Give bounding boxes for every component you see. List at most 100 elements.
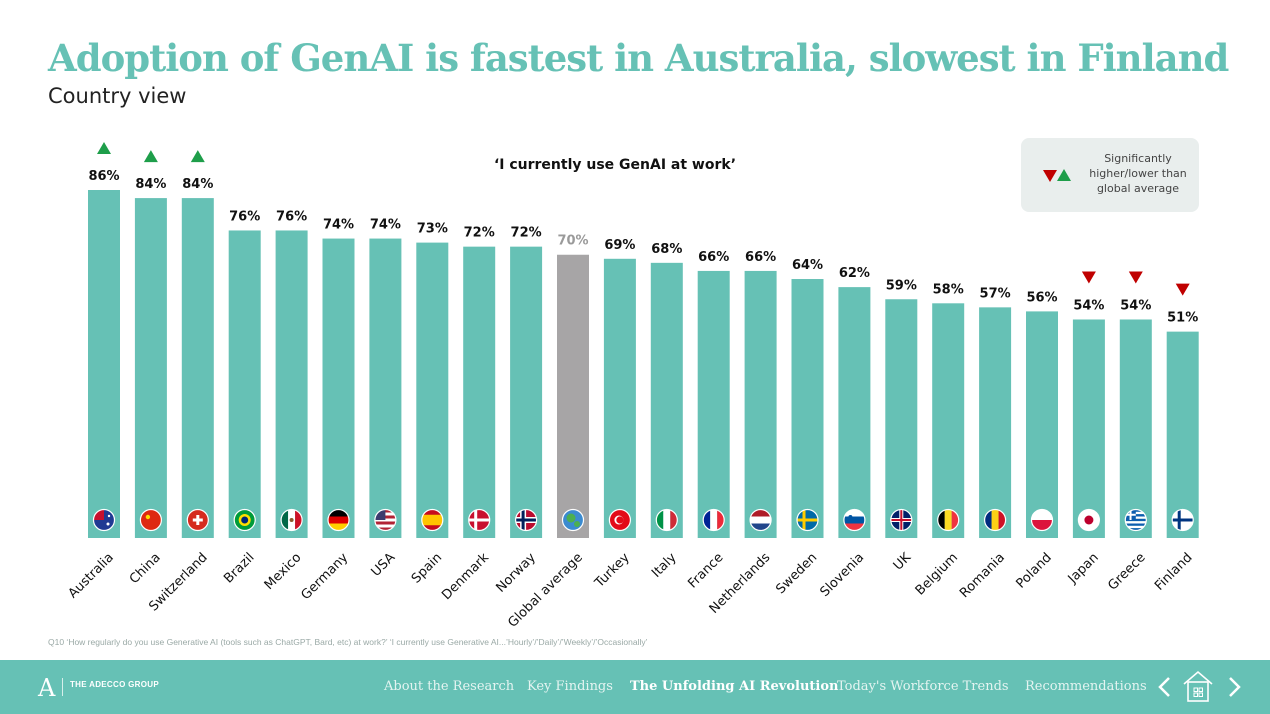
flag-turkey-icon bbox=[608, 508, 632, 532]
bar-switzerland bbox=[181, 198, 214, 538]
value-label-poland: 56% bbox=[1026, 290, 1057, 305]
bar-japan bbox=[1072, 319, 1105, 538]
nav-key-findings[interactable]: Key Findings bbox=[527, 679, 613, 694]
flag-japan-icon bbox=[1077, 508, 1101, 532]
bar-chart: 86%Australia84%China84%Switzerland76%Bra… bbox=[66, 142, 1199, 631]
legend-text: Significantly higher/lower than global a… bbox=[1089, 152, 1187, 195]
bar-romania bbox=[979, 307, 1012, 538]
bar-mexico bbox=[275, 230, 308, 538]
flag-netherlands-icon bbox=[749, 508, 772, 532]
value-label-global-average: 70% bbox=[557, 234, 588, 249]
flag-finland-icon bbox=[1171, 508, 1194, 532]
bar-greece bbox=[1119, 319, 1152, 538]
chevron-right-icon[interactable] bbox=[1223, 674, 1245, 700]
bar-belgium bbox=[932, 303, 965, 538]
flag-belgium-icon bbox=[937, 508, 960, 532]
category-label-turkey: Turkey bbox=[591, 550, 632, 591]
home-icon[interactable] bbox=[1181, 668, 1215, 704]
significance-down-marker-japan bbox=[1081, 271, 1096, 284]
category-label-italy: Italy bbox=[649, 550, 680, 581]
chart-heading: ‘I currently use GenAI at work’ bbox=[493, 157, 737, 173]
bar-australia bbox=[88, 190, 120, 538]
category-label-slovenia: Slovenia bbox=[817, 550, 867, 600]
significance-up-marker-switzerland bbox=[190, 150, 205, 163]
value-label-japan: 54% bbox=[1073, 298, 1104, 313]
flag-germany-icon bbox=[327, 508, 350, 532]
bar-denmark bbox=[463, 246, 496, 538]
bar-sweden bbox=[791, 279, 824, 538]
category-label-romania: Romania bbox=[957, 550, 1008, 601]
value-label-belgium: 58% bbox=[933, 282, 964, 297]
flag-china-icon bbox=[139, 508, 162, 532]
flag-norway-icon bbox=[514, 508, 538, 532]
value-label-france: 66% bbox=[698, 250, 729, 265]
category-label-uk: UK bbox=[891, 550, 915, 574]
value-label-norway: 72% bbox=[511, 226, 542, 241]
value-label-germany: 74% bbox=[323, 218, 354, 233]
flag-usa-icon bbox=[374, 508, 397, 532]
significance-up-marker-china bbox=[143, 150, 158, 163]
value-label-spain: 73% bbox=[417, 222, 448, 237]
category-label-sweden: Sweden bbox=[773, 550, 820, 597]
bar-italy bbox=[650, 262, 683, 538]
page-subtitle: Country view bbox=[48, 84, 187, 108]
chevron-left-icon[interactable] bbox=[1154, 674, 1176, 700]
bar-netherlands bbox=[744, 270, 777, 538]
flag-switzerland-icon bbox=[186, 508, 209, 532]
value-label-netherlands: 66% bbox=[745, 250, 776, 265]
value-label-slovenia: 62% bbox=[839, 266, 870, 281]
value-label-brazil: 76% bbox=[229, 209, 260, 224]
category-label-spain: Spain bbox=[409, 550, 445, 586]
flag-romania-icon bbox=[983, 508, 1007, 532]
nav-recommendations[interactable]: Recommendations bbox=[1025, 679, 1147, 694]
category-label-brazil: Brazil bbox=[221, 550, 257, 586]
logo-text: THE ADECCO GROUP bbox=[70, 680, 159, 689]
bar-france bbox=[697, 270, 730, 538]
nav-unfolding-ai-revolution[interactable]: The Unfolding AI Revolution bbox=[630, 679, 839, 694]
flag-slovenia-icon bbox=[843, 508, 866, 532]
value-label-finland: 51% bbox=[1167, 311, 1198, 326]
page-title: Adoption of GenAI is fastest in Australi… bbox=[48, 36, 1229, 80]
bar-germany bbox=[322, 238, 355, 538]
category-label-poland: Poland bbox=[1014, 550, 1055, 591]
bar-turkey bbox=[603, 258, 636, 538]
flag-spain-icon bbox=[421, 508, 444, 532]
bar-global-average bbox=[557, 254, 589, 538]
value-label-australia: 86% bbox=[88, 169, 119, 184]
significance-legend: Significantly higher/lower than global a… bbox=[1021, 138, 1199, 212]
value-label-china: 84% bbox=[135, 177, 166, 192]
significance-down-marker-finland bbox=[1175, 283, 1190, 296]
value-label-usa: 74% bbox=[370, 218, 401, 233]
flag-greece-icon bbox=[1124, 508, 1147, 532]
flag-sweden-icon bbox=[796, 508, 819, 532]
globe-icon bbox=[561, 508, 585, 532]
bar-norway bbox=[510, 246, 543, 538]
bottom-nav-bar: A THE ADECCO GROUP About the Research Ke… bbox=[0, 660, 1270, 714]
value-label-turkey: 69% bbox=[604, 238, 635, 253]
value-label-italy: 68% bbox=[651, 242, 682, 257]
category-label-greece: Greece bbox=[1105, 550, 1148, 593]
flag-france-icon bbox=[702, 508, 725, 532]
category-label-finland: Finland bbox=[1152, 550, 1195, 593]
triangle-up-icon bbox=[1057, 169, 1071, 181]
category-label-denmark: Denmark bbox=[439, 550, 492, 603]
significance-up-marker-australia bbox=[97, 142, 111, 154]
bar-spain bbox=[416, 242, 449, 538]
flag-denmark-icon bbox=[468, 508, 491, 532]
logo-divider bbox=[62, 678, 63, 696]
flag-australia-icon bbox=[92, 508, 116, 532]
bar-slovenia bbox=[838, 287, 871, 538]
category-label-australia: Australia bbox=[66, 550, 117, 601]
significance-down-marker-greece bbox=[1128, 271, 1143, 284]
flag-uk-icon bbox=[890, 508, 913, 532]
flag-italy-icon bbox=[655, 508, 678, 532]
value-label-uk: 59% bbox=[886, 278, 917, 293]
flag-brazil-icon bbox=[233, 508, 256, 532]
category-label-mexico: Mexico bbox=[262, 550, 305, 593]
nav-about-research[interactable]: About the Research bbox=[384, 679, 515, 694]
triangle-down-icon bbox=[1043, 170, 1057, 182]
bar-usa bbox=[369, 238, 402, 538]
nav-workforce-trends[interactable]: Today's Workforce Trends bbox=[837, 679, 1009, 694]
value-label-mexico: 76% bbox=[276, 209, 307, 224]
bar-brazil bbox=[228, 230, 261, 538]
